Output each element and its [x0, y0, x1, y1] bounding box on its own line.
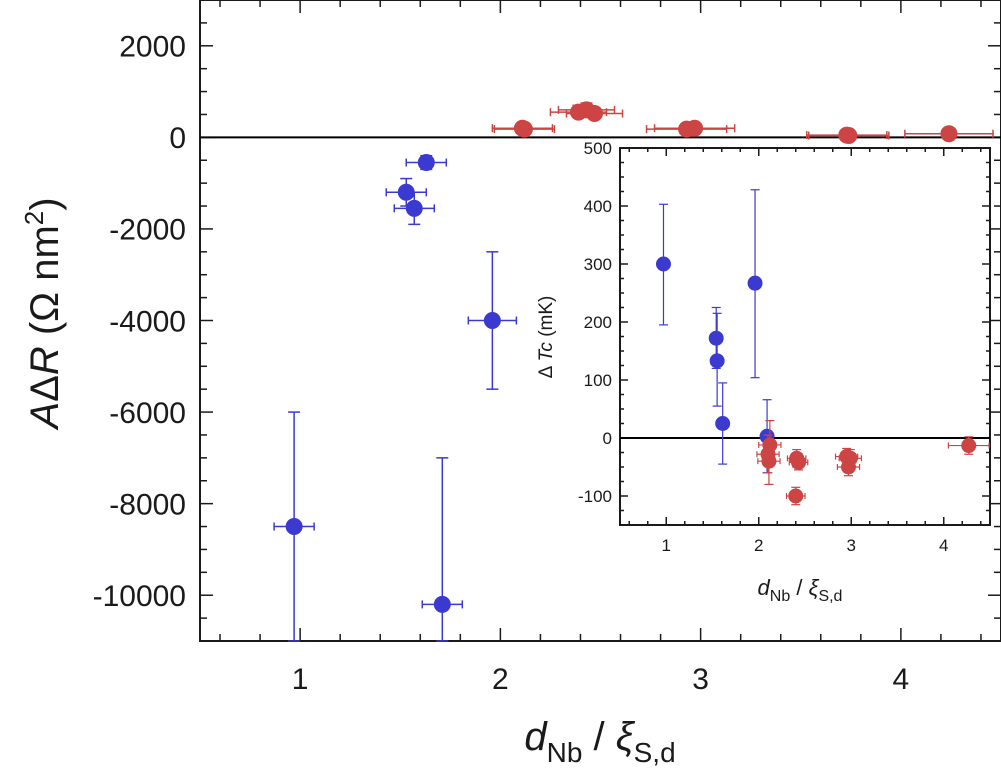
data-point-blue — [747, 189, 763, 379]
inset-data-points — [655, 189, 990, 506]
inset-ylabel-unit: (mK) — [536, 296, 557, 342]
y-tick-label: -4000 — [109, 305, 186, 338]
data-point-red — [758, 420, 782, 465]
y-tick-label: 0 — [603, 429, 612, 448]
inset-ylabel-var: Tc — [536, 342, 557, 362]
data-point-red — [653, 119, 736, 137]
x-tick-label: 1 — [662, 536, 671, 555]
inset-axis-ticks — [620, 147, 990, 526]
inset-xlabel-sub2: S,d — [818, 588, 842, 605]
data-point-red — [493, 120, 556, 138]
data-point-blue — [655, 203, 671, 326]
y-tick-label: 100 — [584, 371, 612, 390]
xlabel-var2: ξ — [616, 715, 636, 759]
x-tick-label: 3 — [847, 536, 856, 555]
inset-xlabel-sub: Nb — [770, 588, 791, 605]
data-point-red — [904, 125, 994, 143]
data-point-red — [565, 105, 624, 123]
y-tick-label: -10000 — [93, 580, 186, 613]
data-point-red — [785, 486, 806, 506]
x-tick-label: 1 — [292, 663, 309, 696]
xlabel-sep: / — [582, 715, 615, 759]
x-tick-label: 4 — [893, 663, 910, 696]
y-tick-label: -2000 — [109, 214, 186, 247]
y-tick-label: -8000 — [109, 488, 186, 521]
inset-xlabel-sep: / — [790, 575, 808, 600]
data-point-blue — [467, 251, 518, 390]
ylabel-sup: 2 — [19, 211, 49, 225]
main-y-axis-label: AΔR (Ω nm2) — [19, 197, 67, 430]
x-tick-label: 2 — [492, 663, 509, 696]
y-tick-label: 400 — [584, 197, 612, 216]
x-tick-label: 4 — [939, 536, 948, 555]
inset-tick-labels: 1 2 3 4 500 400 300 200 100 0 -100 — [578, 139, 949, 555]
x-tick-label: 3 — [692, 663, 709, 696]
ylabel-delta: Δ — [23, 375, 67, 402]
inset-y-axis-label: Δ Tc (mK) — [536, 296, 557, 379]
y-tick-label: 2000 — [119, 31, 186, 64]
data-point-blue — [421, 457, 464, 642]
inset-x-axis-label: dNb / ξS,d — [758, 575, 843, 605]
ylabel-r: R — [23, 346, 67, 375]
y-tick-label: -100 — [578, 487, 612, 506]
x-tick-label: 2 — [754, 536, 763, 555]
inset-ylabel-delta: Δ — [536, 365, 557, 378]
data-point-blue — [273, 411, 315, 642]
inset-chart: 1 2 3 4 500 400 300 200 100 0 -100 Δ Tc (mK) dNb /… — [536, 139, 991, 605]
data-point-blue — [393, 191, 436, 226]
xlabel-var: d — [524, 715, 548, 759]
ylabel-close: ) — [23, 197, 67, 210]
y-tick-label: 500 — [584, 139, 612, 158]
ylabel-a: A — [23, 402, 67, 431]
inset-plot-frame — [619, 147, 991, 526]
main-x-axis-label: dNb / ξS,d — [524, 715, 675, 768]
inset-xlabel-var2: ξ — [809, 575, 820, 600]
y-tick-label: 300 — [584, 255, 612, 274]
y-tick-label: -6000 — [109, 397, 186, 430]
data-point-blue — [709, 312, 725, 407]
main-data-points — [273, 101, 994, 642]
y-tick-label: 0 — [169, 122, 186, 155]
xlabel-sub2: S,d — [634, 737, 676, 768]
data-point-blue — [405, 154, 448, 172]
inset-xlabel-var: d — [758, 575, 771, 600]
data-point-red — [788, 453, 809, 471]
y-tick-label: 200 — [584, 313, 612, 332]
data-point-red — [947, 436, 990, 455]
data-point-red — [838, 449, 863, 468]
ylabel-unit: (Ω nm — [23, 225, 67, 346]
data-point-red — [808, 127, 890, 145]
data-point-blue — [715, 382, 731, 465]
xlabel-sub: Nb — [547, 737, 583, 768]
main-axis-ticks — [200, 0, 1001, 642]
